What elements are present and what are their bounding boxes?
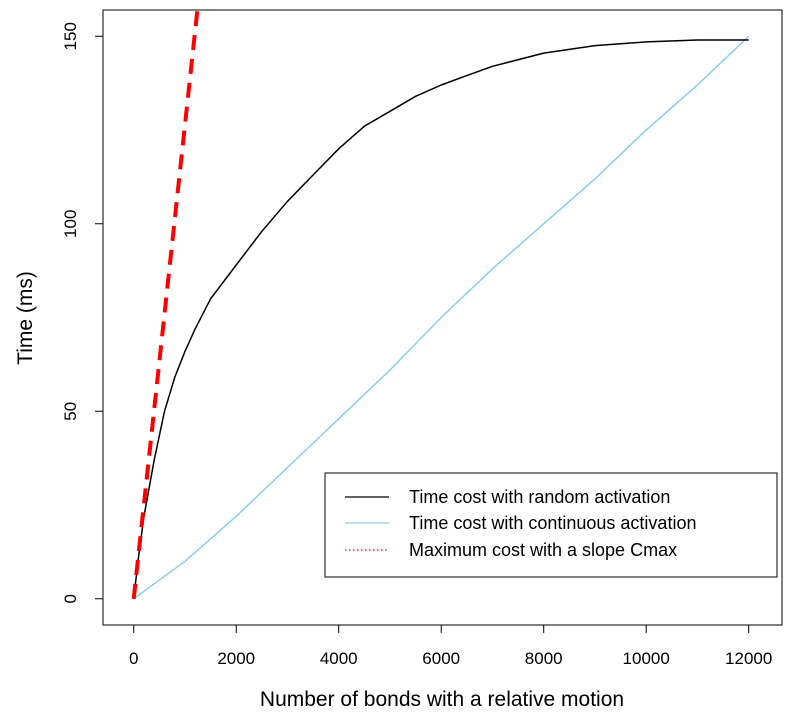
series-continuous-activation-line [133,35,750,600]
series-layer [131,10,750,600]
x-tick-label: 2000 [217,649,255,668]
y-tick-label: 50 [61,402,80,421]
x-tick-label: 8000 [525,649,563,668]
x-tick-label: 0 [129,649,138,668]
legend: Time cost with random activation Time co… [324,472,778,578]
y-tick-label: 100 [61,210,80,238]
legend-label-max: Maximum cost with a slope Cmax [409,540,677,560]
y-tick-label: 150 [61,22,80,50]
x-axis: 0 2000 4000 6000 8000 10000 12000 [129,625,772,668]
x-tick-label: 12000 [725,649,772,668]
plot-frame [102,9,783,626]
x-tick-label: 4000 [320,649,358,668]
legend-label-continuous: Time cost with continuous activation [409,513,696,533]
y-axis-title: Time (ms) [14,271,37,365]
series-max-cost-line [131,10,200,600]
series-random-activation-line [132,39,749,599]
y-tick-label: 0 [61,594,80,603]
y-axis: 0 50 100 150 [61,22,103,603]
x-axis-title: Number of bonds with a relative motion [260,688,624,711]
x-tick-label: 6000 [422,649,460,668]
legend-label-random: Time cost with random activation [409,487,670,507]
legend-box [324,472,778,578]
x-tick-label: 10000 [623,649,670,668]
